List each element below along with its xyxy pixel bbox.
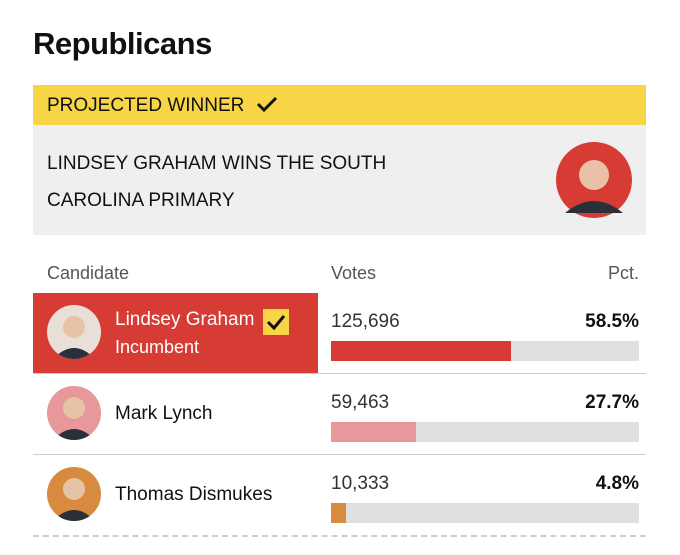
section-title: Republicans <box>33 26 212 61</box>
vote-bar <box>331 503 346 523</box>
column-header: Candidate <box>47 263 130 283</box>
candidate-cell: Lindsey Graham Incumbent <box>33 293 318 373</box>
candidate-photo <box>47 467 101 521</box>
photo-figure <box>53 478 95 521</box>
vote-count: 10,333 <box>331 473 390 494</box>
winner-check <box>263 309 289 335</box>
story-headline: LINDSEY GRAHAM WINS THE SOUTH CAROLINA P… <box>47 153 387 211</box>
vote-bar <box>331 422 417 442</box>
vote-count: 59,463 <box>331 392 390 413</box>
bar-track <box>331 341 639 361</box>
photo-figure <box>53 397 95 440</box>
photo-figure <box>53 316 95 359</box>
column-header: Pct. <box>607 263 639 283</box>
candidate-name: Thomas Dismukes <box>115 484 273 505</box>
result-row: Lindsey Graham Incumbent 125,696 58.5% <box>33 293 646 374</box>
candidate-cell: Mark Lynch <box>33 374 318 454</box>
candidate-cell: Thomas Dismukes <box>33 455 318 535</box>
check-icon <box>256 96 277 113</box>
candidate-note: Incumbent <box>115 337 200 357</box>
bar-track <box>331 503 639 523</box>
candidate-photo <box>47 305 101 359</box>
check-icon <box>266 315 286 331</box>
vote-bar <box>331 341 512 361</box>
candidate-name: Lindsey Graham <box>115 309 255 330</box>
vote-count: 125,696 <box>331 311 400 332</box>
column-header: Votes <box>331 263 377 283</box>
vote-percent: 58.5% <box>585 311 639 332</box>
candidate-photo <box>47 386 101 440</box>
result-row: Mark Lynch 59,463 27.7% <box>33 374 646 455</box>
vote-percent: 4.8% <box>595 473 639 494</box>
banner-text: PROJECTED WINNER <box>47 95 245 116</box>
vote-percent: 27.7% <box>585 392 639 413</box>
winner-banner: PROJECTED WINNER <box>33 85 646 125</box>
result-row: Thomas Dismukes 10,333 4.8% <box>33 455 646 537</box>
story-box: LINDSEY GRAHAM WINS THE SOUTH CAROLINA P… <box>33 125 646 235</box>
bar-track <box>331 422 639 442</box>
banner-label: PROJECTED WINNER <box>47 95 278 117</box>
candidate-name: Mark Lynch <box>115 403 213 424</box>
winner-photo <box>556 142 632 218</box>
